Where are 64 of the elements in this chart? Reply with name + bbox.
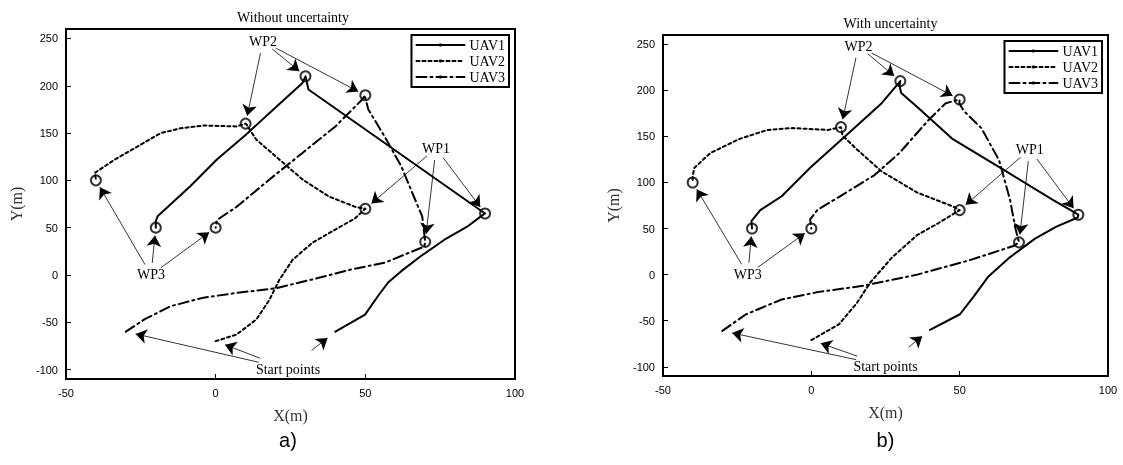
chart-title: Without uncertainty xyxy=(237,9,349,25)
annotation: WP3 xyxy=(733,267,762,283)
point xyxy=(299,70,312,83)
x-axis-title: X(m) xyxy=(273,406,308,425)
x-tick-label: 0 xyxy=(212,386,219,399)
point xyxy=(953,204,966,217)
y-tick-label: 200 xyxy=(39,79,58,92)
point xyxy=(479,207,492,220)
annotation: WP1 xyxy=(1015,141,1044,157)
text: b) xyxy=(876,429,895,451)
chart-title: With uncertainty xyxy=(843,15,938,31)
x-tick-label: -50 xyxy=(655,383,671,396)
point xyxy=(1013,236,1025,249)
point xyxy=(89,174,102,187)
y-tick-label: 50 xyxy=(642,222,655,235)
x-tick-label: 50 xyxy=(953,383,966,396)
y-tick-label: 0 xyxy=(51,268,58,281)
point xyxy=(953,93,966,106)
point xyxy=(835,121,847,134)
legend-label: UAV3 xyxy=(1062,75,1098,91)
legend-label: UAV2 xyxy=(1062,59,1098,75)
y-tick-label: 100 xyxy=(39,174,58,187)
y-tick-label: 100 xyxy=(636,176,655,189)
legend-label: UAV1 xyxy=(1062,43,1098,59)
x-tick-label: 0 xyxy=(808,383,815,396)
y-tick-label: -100 xyxy=(632,360,655,373)
x-tick-label: 100 xyxy=(505,386,525,399)
y-tick-label: -100 xyxy=(35,363,58,376)
annotation: WP1 xyxy=(421,140,450,156)
point xyxy=(209,221,222,234)
annotation: WP2 xyxy=(844,38,873,54)
text: a) xyxy=(279,429,297,451)
annotation: WP3 xyxy=(137,267,166,283)
y-axis-title: Y(m) xyxy=(604,188,623,223)
legend-label: UAV1 xyxy=(469,37,505,53)
point xyxy=(239,117,252,130)
x-tick-label: -50 xyxy=(58,386,74,399)
legend-label: UAV3 xyxy=(469,69,505,85)
point xyxy=(419,235,432,248)
y-tick-label: 50 xyxy=(45,221,58,234)
point xyxy=(149,221,162,234)
x-tick-label: 50 xyxy=(359,386,372,399)
x-tick-label: 100 xyxy=(1098,383,1118,396)
y-tick-label: 150 xyxy=(636,130,655,143)
y-tick-label: -50 xyxy=(42,316,58,329)
legend-label: UAV2 xyxy=(469,53,505,69)
point xyxy=(359,202,372,215)
y-tick-label: -50 xyxy=(639,314,655,327)
y-tick-label: 250 xyxy=(39,32,58,45)
y-axis-title: Y(m) xyxy=(7,186,26,222)
x-axis-title: X(m) xyxy=(868,403,903,422)
point xyxy=(805,222,818,235)
point xyxy=(1072,208,1085,221)
y-tick-label: 200 xyxy=(636,84,655,97)
point xyxy=(359,89,372,102)
y-tick-label: 0 xyxy=(648,268,655,281)
y-tick-label: 250 xyxy=(636,38,655,51)
y-tick-label: 150 xyxy=(39,127,58,140)
annotation: WP2 xyxy=(248,33,277,49)
annotation: Start points xyxy=(255,361,321,377)
point xyxy=(746,222,758,235)
annotation: Start points xyxy=(853,358,918,374)
point xyxy=(686,176,699,189)
point xyxy=(894,75,907,88)
